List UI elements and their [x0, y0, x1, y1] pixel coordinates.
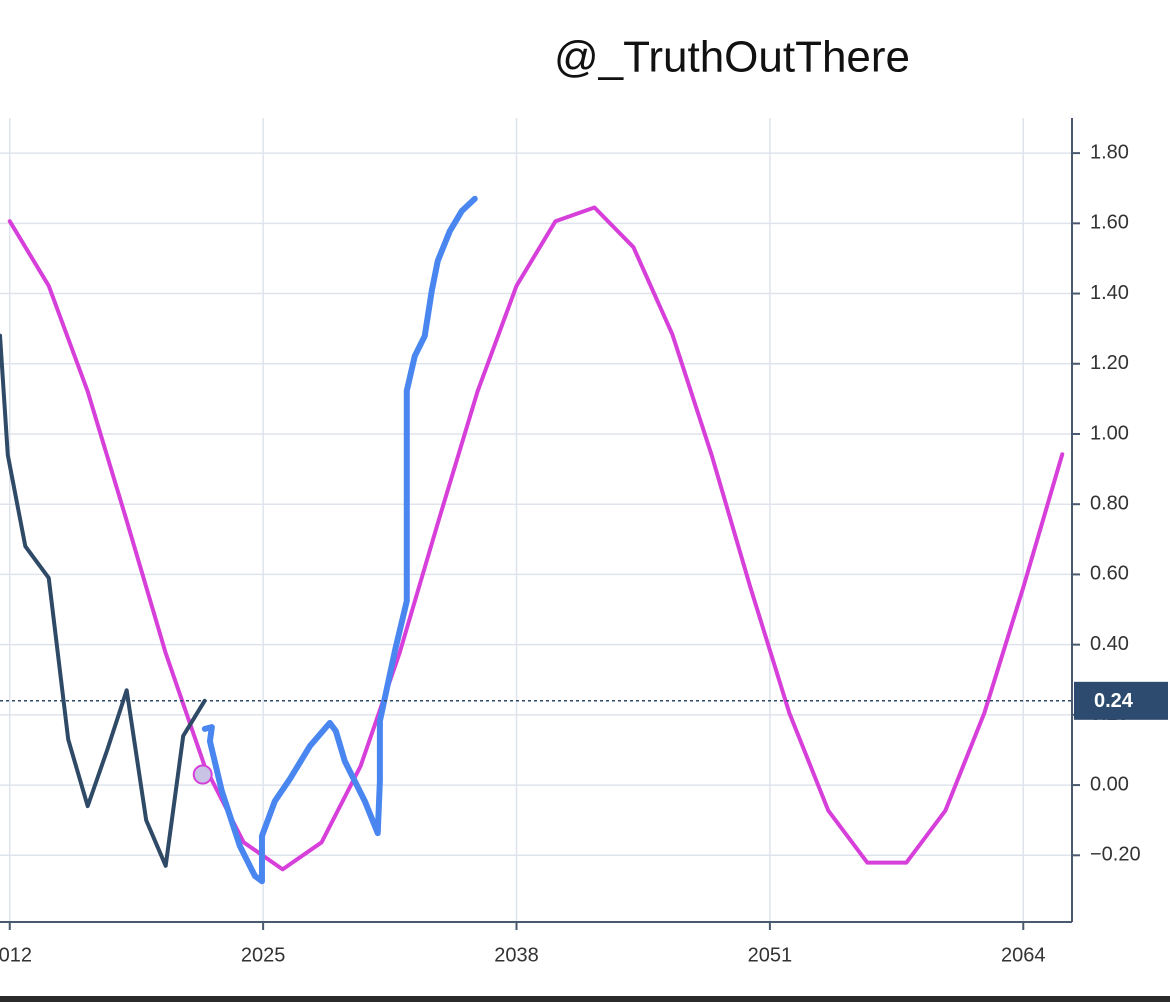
last-value-label: 0.24 — [1094, 690, 1134, 712]
last-value-badge — [1074, 681, 1168, 720]
x-tick-label: 2012 — [0, 944, 32, 966]
y-tick-label: 1.40 — [1090, 282, 1129, 304]
grid — [0, 118, 1072, 922]
series-line — [201, 195, 478, 885]
x-tick-label: 2038 — [494, 944, 539, 966]
axes: 1.801.601.401.201.000.800.600.400.200.00… — [0, 118, 1141, 966]
chart-title: @_TruthOutThere — [554, 33, 910, 82]
x-tick-label: 2064 — [1001, 944, 1046, 966]
y-tick-label: 1.20 — [1090, 352, 1129, 374]
y-tick-label: 0.00 — [1090, 773, 1129, 795]
series-line — [0, 333, 207, 868]
y-tick-label: 1.80 — [1090, 141, 1129, 163]
plot-area — [0, 195, 1072, 885]
y-tick-label: 0.60 — [1090, 563, 1129, 585]
cursor-marker — [192, 764, 213, 785]
series-line — [7, 205, 1065, 872]
y-tick-label: −0.20 — [1090, 844, 1141, 866]
y-tick-label: 1.60 — [1090, 212, 1129, 234]
y-tick-label: 0.80 — [1090, 492, 1129, 514]
x-tick-label: 2051 — [748, 944, 793, 966]
x-tick-label: 2025 — [241, 944, 286, 966]
y-tick-label: 0.40 — [1090, 633, 1129, 655]
y-tick-label: 1.00 — [1090, 422, 1129, 444]
screen-edge — [0, 996, 1170, 1002]
